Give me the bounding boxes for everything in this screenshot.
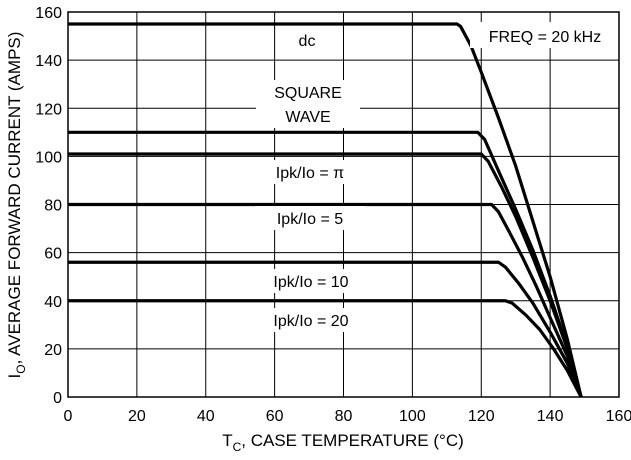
five-label: Ipk/Io = 5 bbox=[277, 211, 343, 228]
dc-label: dc bbox=[299, 33, 316, 50]
twenty-label: Ipk/Io = 20 bbox=[273, 313, 348, 330]
y-tick-label: 100 bbox=[35, 149, 62, 166]
series-line-5 bbox=[68, 299, 583, 398]
x-axis-title-rest: , CASE TEMPERATURE (°C) bbox=[241, 431, 463, 450]
curve-labels: dc FREQ = 20 kHz SQUARE WAVE Ipk/Io = π … bbox=[255, 22, 620, 332]
square-wave-label-line2: WAVE bbox=[285, 109, 330, 126]
x-axis-title-sub: C bbox=[233, 440, 242, 454]
y-tick-label: 160 bbox=[35, 5, 62, 22]
series-line-2 bbox=[68, 152, 583, 398]
square-wave-label-line1: SQUARE bbox=[274, 85, 342, 102]
x-tick-label: 40 bbox=[197, 408, 215, 425]
series-layer bbox=[68, 22, 583, 398]
y-tick-label: 60 bbox=[44, 246, 62, 263]
five-label-bg bbox=[255, 206, 365, 230]
x-tick-label: 140 bbox=[537, 408, 564, 425]
x-tick-label: 60 bbox=[266, 408, 284, 425]
y-tick-label: 40 bbox=[44, 294, 62, 311]
dc-label-bg bbox=[282, 28, 332, 52]
y-tick-labels: 0 20 40 60 80 100 120 140 160 bbox=[35, 5, 62, 407]
series-line-0 bbox=[68, 22, 583, 398]
y-axis-title: IO, AVERAGE FORWARD CURRENT (AMPS) bbox=[5, 32, 28, 379]
y-axis-title-rest: , AVERAGE FORWARD CURRENT (AMPS) bbox=[5, 32, 24, 365]
y-tick-label: 0 bbox=[53, 390, 62, 407]
twenty-label-bg bbox=[255, 308, 367, 332]
y-tick-label: 20 bbox=[44, 342, 62, 359]
x-axis-title-main: T bbox=[222, 431, 232, 450]
square-wave-label-bg bbox=[256, 80, 360, 128]
y-axis-title-sub: O bbox=[14, 364, 28, 373]
series-line-3 bbox=[68, 202, 583, 398]
series-line-4 bbox=[68, 260, 583, 398]
y-axis-title-main: I bbox=[5, 374, 24, 379]
ten-label-bg bbox=[255, 269, 367, 293]
ten-label: Ipk/Io = 10 bbox=[273, 274, 348, 291]
pi-label: Ipk/Io = π bbox=[276, 165, 344, 182]
freq-annotation: FREQ = 20 kHz bbox=[489, 29, 601, 46]
x-tick-labels: 0 20 40 60 80 100 120 140 160 bbox=[64, 408, 631, 425]
x-tick-label: 0 bbox=[64, 408, 73, 425]
plot-frame bbox=[67, 11, 620, 398]
x-tick-label: 80 bbox=[335, 408, 353, 425]
x-tick-label: 100 bbox=[399, 408, 426, 425]
y-tick-label: 140 bbox=[35, 53, 62, 70]
pi-label-bg bbox=[255, 160, 365, 184]
y-tick-label: 120 bbox=[35, 101, 62, 118]
x-tick-label: 120 bbox=[468, 408, 495, 425]
x-axis-title: TC, CASE TEMPERATURE (°C) bbox=[222, 431, 464, 454]
freq-annotation-bg bbox=[470, 22, 620, 48]
y-tick-label: 80 bbox=[44, 198, 62, 215]
x-tick-label: 160 bbox=[606, 408, 631, 425]
x-tick-label: 20 bbox=[128, 408, 146, 425]
